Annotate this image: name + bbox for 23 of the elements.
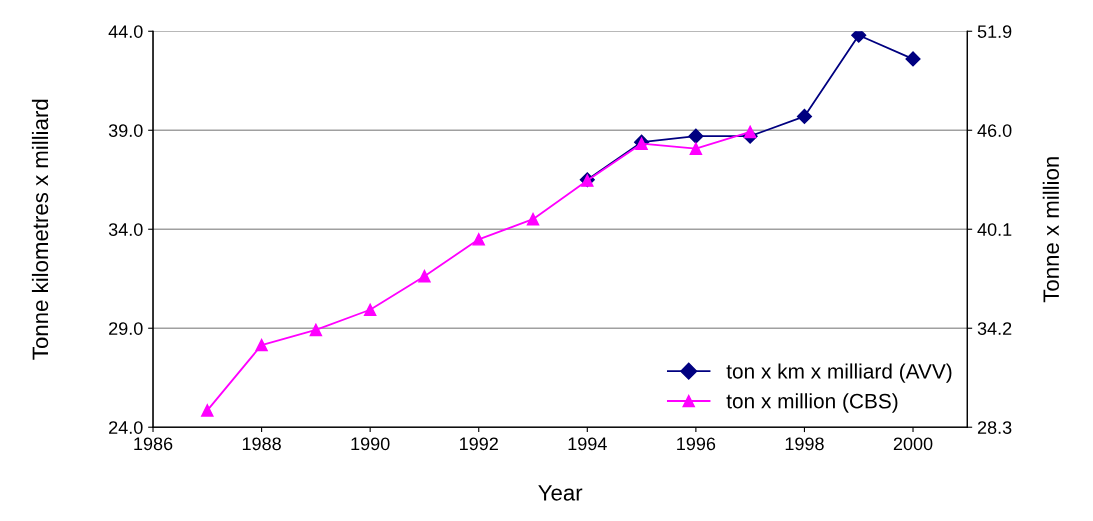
x-tick-label: 1992 [460,437,498,451]
y2-tick-label: 40.1 [977,223,1012,236]
y-axis-title: Tonne kilometres x milliard [31,99,49,360]
x-tick-label: 1998 [785,437,824,451]
x-axis-title: Year [538,485,583,501]
x-tick-label: 1988 [242,437,281,451]
y2-tick-label: 34.2 [977,322,1012,335]
x-tick-label: 1990 [351,437,390,451]
x-tick-label: 1996 [677,437,716,451]
y2-tick-label: 28.3 [977,421,1012,434]
x-tick-label: 1986 [134,437,173,451]
y-tick-label: 44.0 [108,25,143,38]
y-tick-label: 29.0 [109,322,143,335]
x-tick-label: 2000 [893,437,933,451]
y2-tick-label: 51.9 [977,25,1012,38]
y-tick-label: 34.0 [108,223,143,236]
y-tick-label: 39.0 [108,124,143,137]
y2-axis-title: Tonne x million [1042,157,1060,303]
y2-tick-label: 46.0 [977,124,1012,137]
y-tick-label: 24.0 [109,421,143,434]
x-tick-label: 1994 [568,437,607,451]
legend-label: ton x million (CBS) [726,393,898,413]
legend-label: ton x km x milliard (AVV) [726,363,952,383]
